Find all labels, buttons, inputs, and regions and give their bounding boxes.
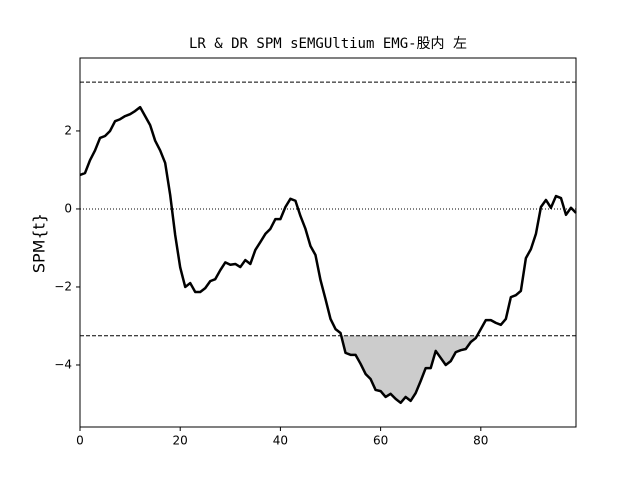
y-tick-label: 2 [64,123,72,137]
y-tick-label: −4 [54,357,72,371]
x-tick-label: 40 [273,434,288,448]
cluster-fill [341,335,478,403]
spm-line [79,105,577,405]
x-tick-label: 20 [173,434,188,448]
y-axis-label: SPM{t} [30,213,49,273]
y-tick-label: −2 [54,279,72,293]
chart-title: LR & DR SPM sEMGUltium EMG-股内 左 [189,36,467,52]
x-tick-label: 80 [473,434,488,448]
x-tick-label: 60 [373,434,388,448]
y-tick-label: 0 [64,201,72,215]
plot-frame [79,57,577,428]
x-tick-label: 0 [76,434,84,448]
